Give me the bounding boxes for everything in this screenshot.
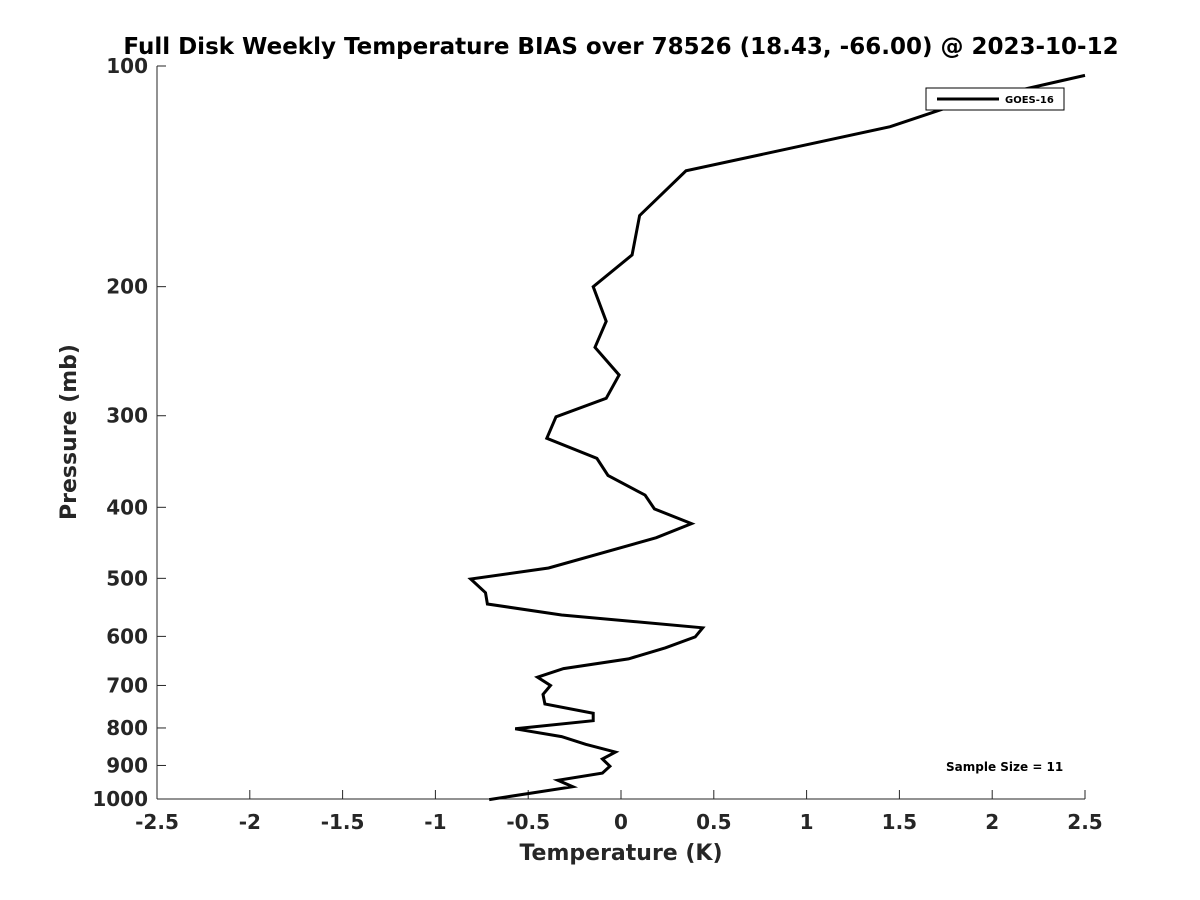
y-tick-label: 300 [106, 404, 148, 428]
x-tick-label: 1.5 [882, 810, 917, 834]
series-layer [467, 73, 1086, 802]
y-tick-label: 200 [106, 275, 148, 299]
x-tick-label: -2 [239, 810, 261, 834]
x-tick-label: -1.5 [321, 810, 365, 834]
y-tick-label: 800 [106, 716, 148, 740]
plot-axes [156, 66, 1085, 800]
x-tick-label: -2.5 [135, 810, 179, 834]
x-axis-ticks: -2.5 -2 -1.5 -1 -0.5 0 0.5 1 1.5 2 2.5 [135, 790, 1103, 834]
y-tick-label: 100 [106, 54, 148, 78]
y-tick-label: 1000 [92, 787, 148, 811]
x-tick-label: -1 [424, 810, 446, 834]
sample-size-annotation: Sample Size = 11 [946, 760, 1063, 774]
x-axis-label: Temperature (K) [519, 841, 722, 866]
legend-label: GOES-16 [1005, 95, 1054, 106]
y-tick-label: 400 [106, 495, 148, 519]
series-line-goes-16 [467, 73, 1086, 802]
x-tick-label: 2 [985, 810, 999, 834]
y-tick-label: 600 [106, 624, 148, 648]
y-axis-label: Pressure (mb) [57, 344, 82, 520]
y-tick-label: 500 [106, 566, 148, 590]
legend: GOES-16 [925, 87, 1065, 111]
y-tick-label: 700 [106, 673, 148, 697]
x-tick-label: 1 [800, 810, 814, 834]
x-tick-label: 0.5 [696, 810, 731, 834]
x-tick-label: 0 [614, 810, 628, 834]
x-tick-label: -0.5 [506, 810, 550, 834]
y-tick-label: 900 [106, 753, 148, 777]
x-tick-label: 2.5 [1067, 810, 1102, 834]
chart-title: Full Disk Weekly Temperature BIAS over 7… [123, 34, 1118, 60]
y-axis-ticks: 100 200 300 400 500 600 700 800 900 1000 [92, 54, 166, 811]
